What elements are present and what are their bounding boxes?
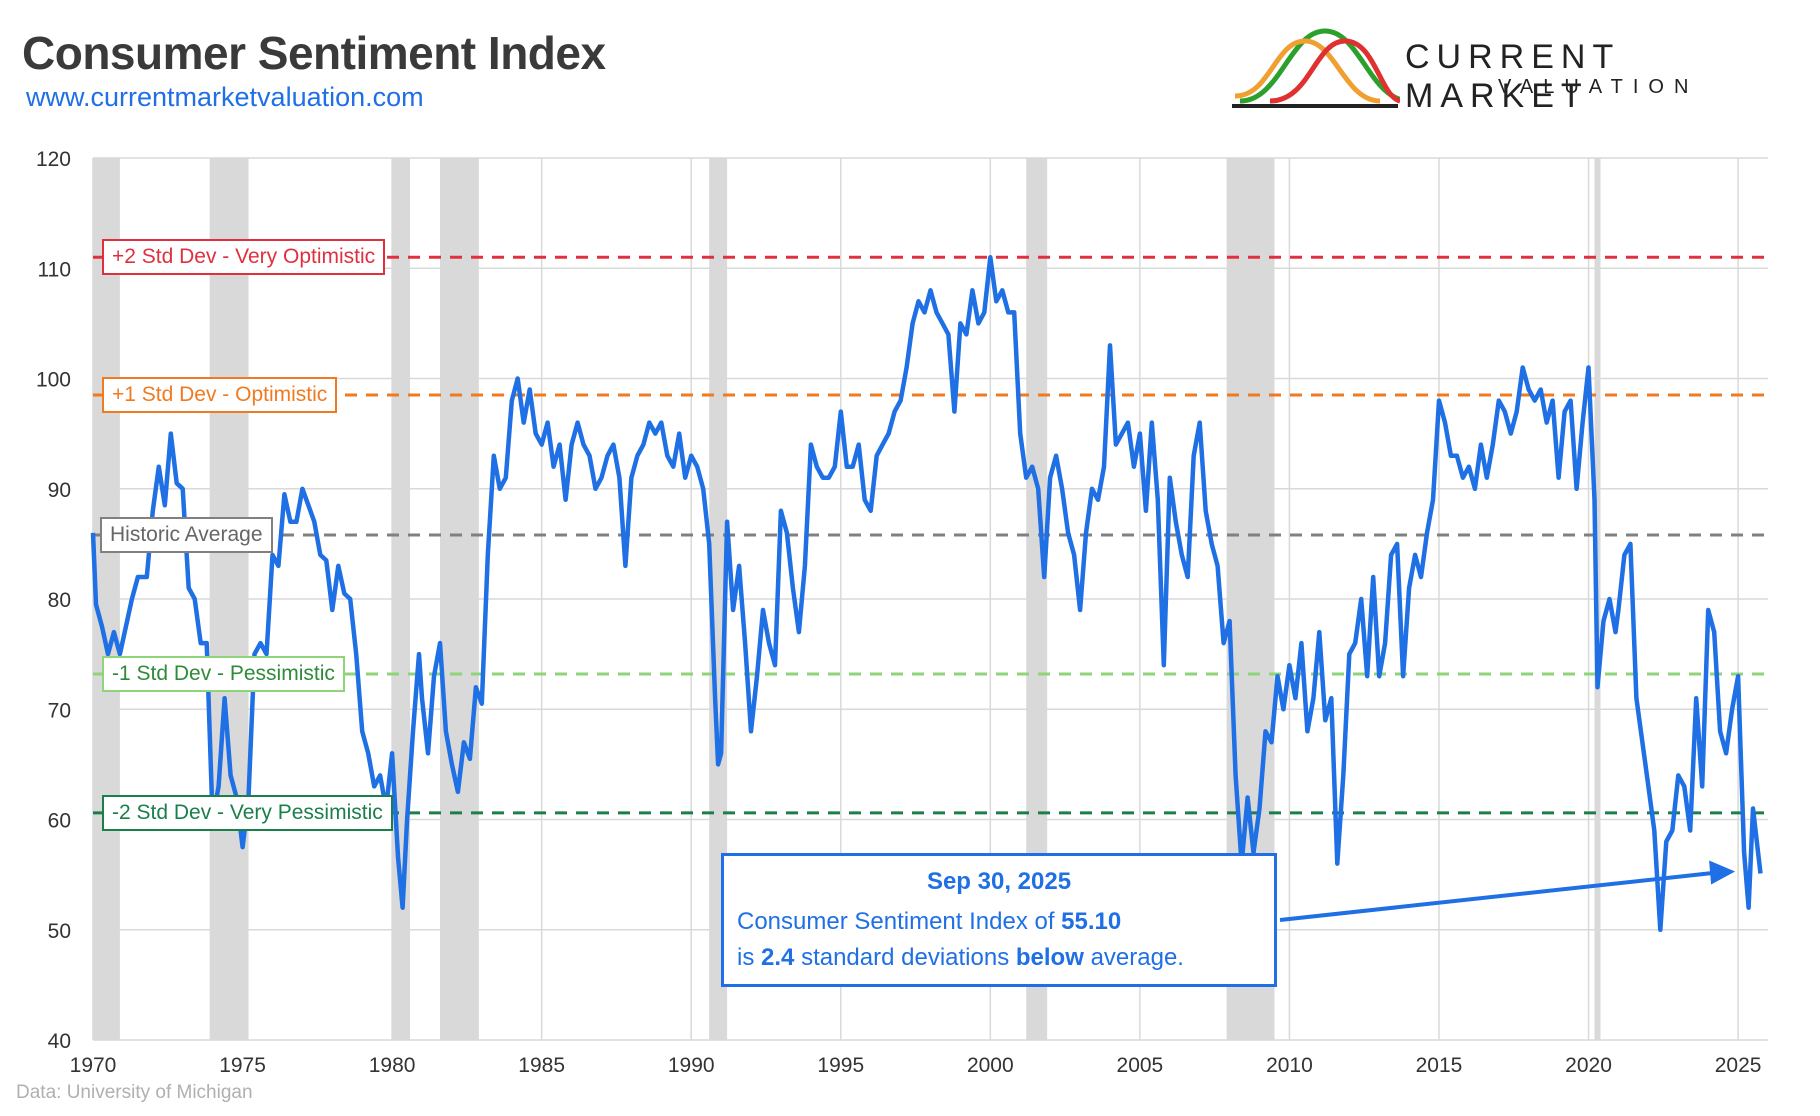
ref-label-minus1: -1 Std Dev - Pessimistic xyxy=(102,655,345,692)
callout-arrow-line xyxy=(1279,870,1718,922)
logo-line1: CURRENT MARKET xyxy=(1405,38,1620,115)
callout-suffix: average. xyxy=(1090,944,1184,971)
data-source: Data: University of Michigan xyxy=(16,1082,253,1103)
y-tick-label: 80 xyxy=(48,589,71,612)
x-tick-label: 2000 xyxy=(967,1054,1014,1077)
ref-label-minus2: -2 Std Dev - Very Pessimistic xyxy=(102,794,393,831)
y-tick-label: 60 xyxy=(48,810,71,833)
bell-curves-logo-icon xyxy=(1232,28,1411,108)
y-tick-label: 90 xyxy=(48,479,71,502)
x-tick-label: 2020 xyxy=(1565,1054,1612,1077)
callout-line1: Consumer Sentiment Index of 55.10 xyxy=(737,908,1121,936)
x-tick-label: 1990 xyxy=(668,1054,715,1077)
callout-deviations: 2.4 xyxy=(761,944,795,971)
callout-value: 55.10 xyxy=(1061,908,1122,935)
ref-label-plus1: +1 Std Dev - Optimistic xyxy=(102,377,338,414)
ref-label-average: Historic Average xyxy=(100,517,273,554)
brand-logo: CURRENT MARKET VALUATION xyxy=(1230,26,1810,116)
latest-value-callout: Sep 30, 2025 Consumer Sentiment Index of… xyxy=(721,853,1277,987)
x-tick-label: 1980 xyxy=(369,1054,416,1077)
x-tick-label: 1995 xyxy=(817,1054,864,1077)
y-tick-label: 70 xyxy=(48,699,71,722)
x-tick-label: 2015 xyxy=(1416,1054,1463,1077)
callout-line2: is 2.4 standard deviations below average… xyxy=(737,944,1184,972)
ref-label-plus2: +2 Std Dev - Very Optimistic xyxy=(102,239,386,276)
x-tick-label: 1975 xyxy=(219,1054,266,1077)
logo-line2: VALUATION xyxy=(1498,76,1699,98)
page-title: Consumer Sentiment Index xyxy=(22,27,606,79)
callout-prefix: Consumer Sentiment Index of xyxy=(737,908,1055,935)
x-tick-label: 1970 xyxy=(70,1054,117,1077)
x-tick-label: 2010 xyxy=(1266,1054,1313,1077)
website-link[interactable]: www.currentmarketvaluation.com xyxy=(26,82,424,112)
x-tick-label: 2005 xyxy=(1117,1054,1164,1077)
x-tick-label: 1985 xyxy=(518,1054,565,1077)
y-tick-label: 100 xyxy=(36,369,71,392)
callout-arrow-head-icon xyxy=(1709,860,1736,885)
y-tick-label: 40 xyxy=(48,1030,71,1053)
y-tick-label: 120 xyxy=(36,148,71,171)
y-tick-label: 50 xyxy=(48,920,71,943)
y-tick-label: 110 xyxy=(38,258,71,281)
callout-date: Sep 30, 2025 xyxy=(926,868,1072,895)
callout-mid: standard deviations xyxy=(801,944,1010,971)
x-tick-label: 2025 xyxy=(1715,1054,1762,1077)
callout-direction: below xyxy=(1015,944,1084,971)
callout-is: is xyxy=(737,944,755,971)
